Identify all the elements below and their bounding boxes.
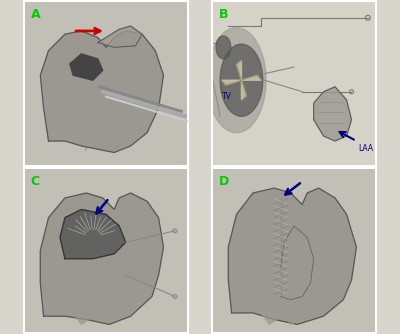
Text: LAA: LAA (358, 144, 373, 153)
Polygon shape (80, 97, 98, 151)
Polygon shape (314, 87, 352, 141)
Polygon shape (60, 209, 126, 259)
Polygon shape (220, 44, 263, 116)
Polygon shape (73, 300, 98, 324)
Text: B: B (218, 8, 228, 21)
Polygon shape (40, 193, 164, 324)
Polygon shape (242, 75, 261, 80)
Polygon shape (261, 297, 288, 324)
Text: D: D (218, 175, 229, 188)
Polygon shape (228, 188, 356, 324)
Polygon shape (222, 80, 242, 85)
Polygon shape (207, 28, 266, 133)
Polygon shape (70, 54, 103, 80)
Polygon shape (216, 36, 231, 59)
Text: TV: TV (222, 92, 232, 101)
Polygon shape (286, 300, 302, 324)
Polygon shape (98, 26, 142, 47)
Polygon shape (40, 31, 164, 153)
Polygon shape (242, 80, 246, 100)
Polygon shape (236, 60, 242, 80)
Text: C: C (30, 175, 40, 188)
Polygon shape (281, 226, 314, 300)
Text: A: A (30, 8, 40, 21)
